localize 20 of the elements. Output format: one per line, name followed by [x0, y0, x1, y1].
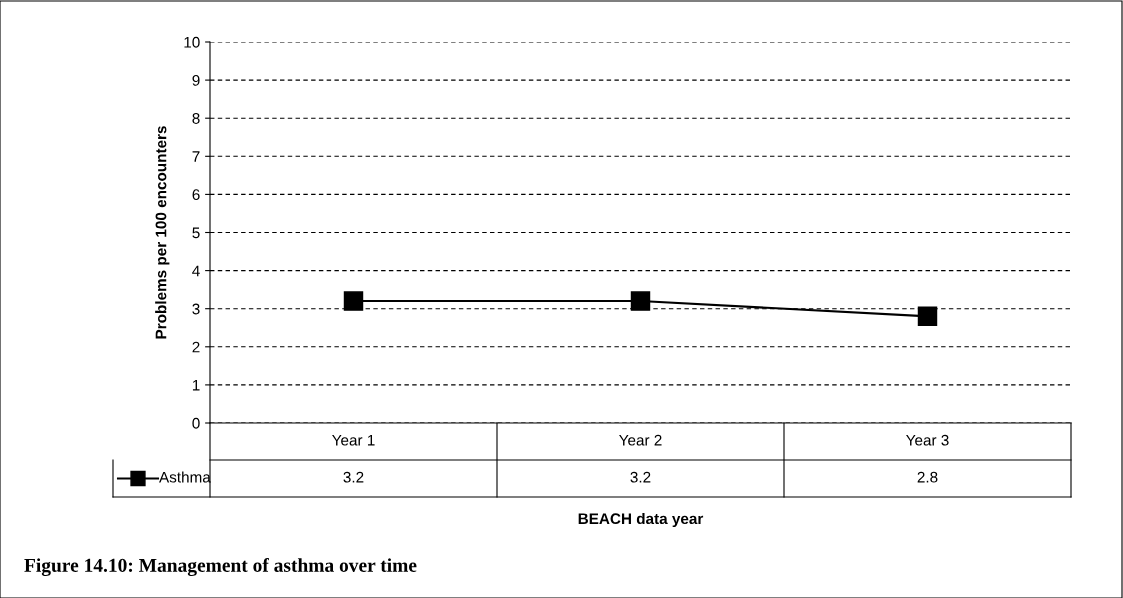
x-axis-title: BEACH data year	[578, 512, 704, 528]
y-tick-label: 6	[192, 189, 200, 201]
y-tick-label: 10	[184, 36, 200, 48]
x-tick-label: Year 1	[332, 434, 375, 446]
data-label: 2.8	[917, 471, 938, 483]
data-label: 3.2	[343, 471, 364, 483]
y-tick-label: 0	[192, 417, 200, 429]
caption: Figure 14.10: Management of asthma over time	[24, 558, 417, 576]
x-tick-label: Year 2	[619, 434, 662, 446]
y-axis-title: Problems per 100 encounters	[155, 126, 170, 339]
y-tick-label: 7	[192, 151, 200, 162]
y-tick-label: 2	[192, 341, 200, 353]
x-tick-label: Year 3	[906, 434, 949, 446]
y-tick-label: 4	[192, 265, 200, 277]
y-tick-label: 1	[192, 379, 200, 391]
y-tick-label: 5	[192, 227, 200, 239]
y-tick-label: 3	[192, 303, 200, 315]
data-label: 3.2	[630, 471, 651, 483]
y-tick-label: 8	[192, 113, 200, 124]
y-tick-label: 9	[192, 74, 200, 86]
